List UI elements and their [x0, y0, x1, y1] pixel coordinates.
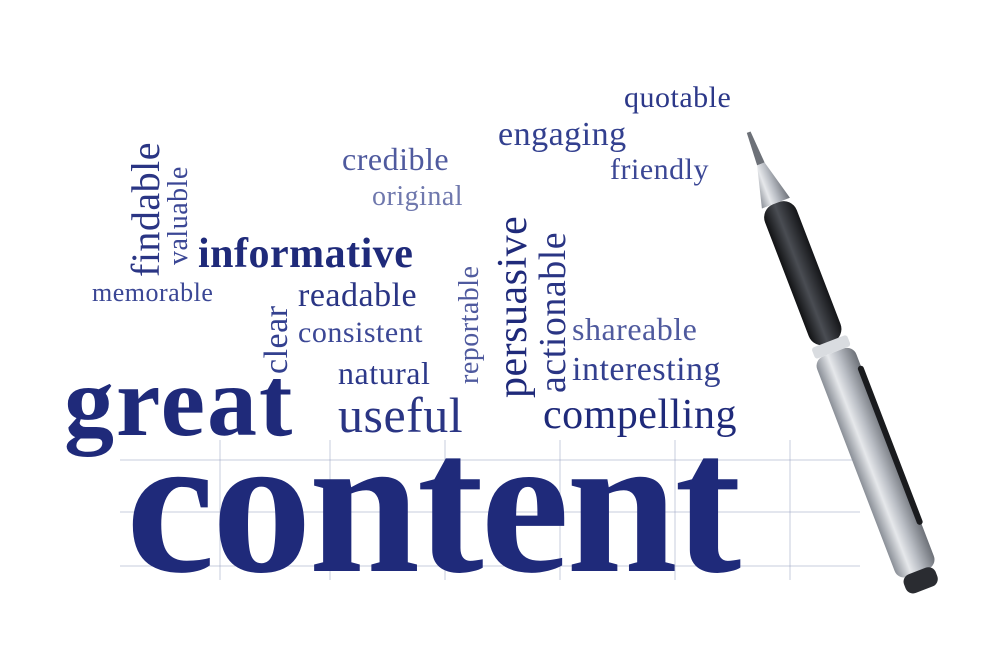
word-readable: readable	[298, 277, 418, 314]
word-credible: credible	[342, 141, 450, 177]
word-quotable: quotable	[624, 81, 732, 114]
word-great: great	[64, 346, 295, 457]
pen-grip	[764, 201, 842, 346]
pen-ring	[812, 335, 851, 359]
word-consistent: consistent	[298, 316, 423, 349]
word-shareable: shareable	[572, 311, 698, 347]
word-friendly: friendly	[610, 153, 709, 186]
pen-end-cap	[903, 567, 938, 594]
word-original: original	[372, 181, 464, 212]
word-interesting: interesting	[572, 351, 722, 388]
word-content: content	[126, 394, 741, 615]
pen-barrel	[816, 347, 935, 578]
pen-cone	[757, 162, 790, 209]
word-compelling: compelling	[543, 392, 737, 438]
word-natural: natural	[338, 355, 431, 391]
word-useful: useful	[338, 387, 464, 443]
word-memorable: memorable	[92, 278, 214, 307]
pen-clip	[857, 365, 923, 525]
word-informative: informative	[198, 231, 414, 277]
pen-tip	[746, 131, 765, 166]
word-engaging: engaging	[498, 116, 627, 153]
